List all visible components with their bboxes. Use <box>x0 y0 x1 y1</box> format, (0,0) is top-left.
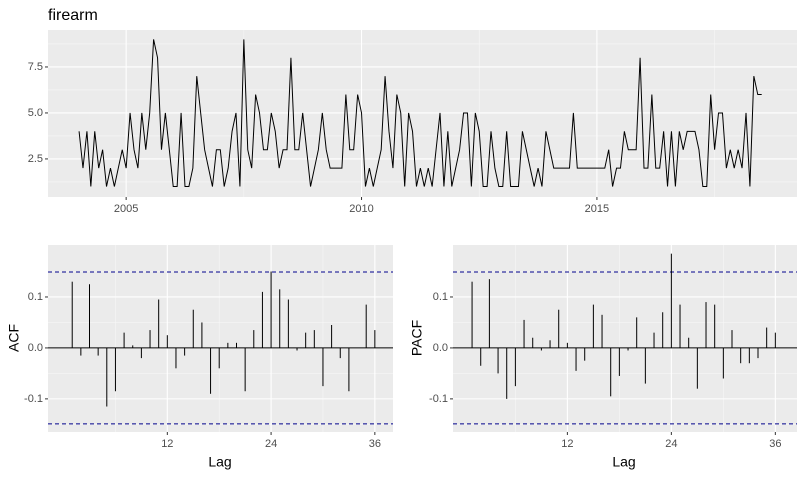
y-axis-title: PACF <box>409 320 425 356</box>
y-tick-label: 7.5 <box>28 61 43 73</box>
x-tick-label: 2005 <box>114 203 138 215</box>
y-tick-label: 0.0 <box>433 342 448 354</box>
x-tick-label: 24 <box>265 438 277 450</box>
y-tick-label: 5.0 <box>28 107 43 119</box>
y-tick-label: -0.1 <box>429 393 448 405</box>
x-tick-label: 12 <box>561 438 573 450</box>
x-tick-label: 36 <box>369 438 381 450</box>
x-tick-label: 36 <box>769 438 781 450</box>
series-line <box>78 39 762 188</box>
x-tick-label: 2015 <box>585 203 609 215</box>
panel-background <box>453 245 797 432</box>
x-axis-title: Lag <box>208 454 231 470</box>
y-axis-title: ACF <box>6 324 22 352</box>
y-tick-label: 2.5 <box>28 153 43 165</box>
panel-background <box>48 245 393 432</box>
x-tick-label: 24 <box>665 438 677 450</box>
y-tick-label: -0.1 <box>24 393 43 405</box>
x-tick-label: 12 <box>161 438 173 450</box>
panel-background <box>48 30 797 197</box>
y-tick-label: 0.1 <box>28 291 43 303</box>
chart-title: firearm <box>48 7 98 24</box>
y-tick-label: 0.0 <box>28 342 43 354</box>
x-axis-title: Lag <box>612 454 635 470</box>
y-tick-label: 0.1 <box>433 291 448 303</box>
x-tick-label: 2010 <box>349 203 373 215</box>
